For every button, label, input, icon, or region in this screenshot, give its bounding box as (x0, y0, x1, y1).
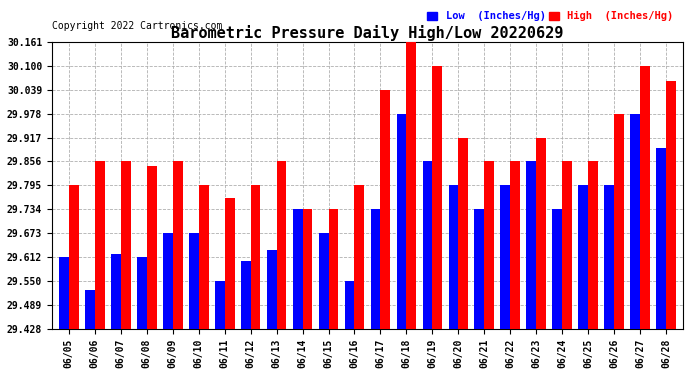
Bar (511, 162, 520, 329)
Bar (355, 185, 364, 329)
Bar (578, 185, 589, 329)
Bar (121, 162, 130, 329)
Bar (225, 198, 235, 329)
Bar (640, 66, 650, 329)
Bar (69, 185, 79, 329)
Bar (371, 209, 380, 329)
Bar (458, 138, 469, 329)
Bar (589, 162, 598, 329)
Bar (328, 209, 338, 329)
Bar (397, 114, 406, 329)
Bar (277, 162, 286, 329)
Text: Copyright 2022 Cartronics.com: Copyright 2022 Cartronics.com (52, 21, 222, 31)
Bar (189, 233, 199, 329)
Bar (500, 185, 511, 329)
Bar (163, 233, 172, 329)
Bar (293, 209, 302, 329)
Legend: Low  (Inches/Hg), High  (Inches/Hg): Low (Inches/Hg), High (Inches/Hg) (423, 7, 678, 26)
Bar (656, 148, 666, 329)
Bar (85, 290, 95, 329)
Bar (250, 185, 261, 329)
Bar (631, 114, 640, 329)
Title: Barometric Pressure Daily High/Low 20220629: Barometric Pressure Daily High/Low 20220… (171, 25, 564, 41)
Bar (604, 185, 614, 329)
Bar (111, 254, 121, 329)
Bar (241, 261, 250, 329)
Bar (666, 81, 676, 329)
Bar (380, 90, 391, 329)
Bar (199, 185, 208, 329)
Bar (95, 162, 105, 329)
Bar (137, 257, 147, 329)
Bar (406, 42, 416, 329)
Bar (614, 114, 624, 329)
Bar (302, 209, 313, 329)
Bar (433, 66, 442, 329)
Bar (562, 162, 572, 329)
Bar (319, 233, 328, 329)
Bar (59, 257, 69, 329)
Bar (475, 209, 484, 329)
Bar (147, 166, 157, 329)
Bar (553, 209, 562, 329)
Bar (448, 185, 458, 329)
Bar (536, 138, 546, 329)
Bar (172, 162, 183, 329)
Bar (215, 281, 225, 329)
Bar (422, 162, 433, 329)
Bar (344, 281, 355, 329)
Bar (267, 251, 277, 329)
Bar (526, 162, 536, 329)
Bar (484, 162, 494, 329)
